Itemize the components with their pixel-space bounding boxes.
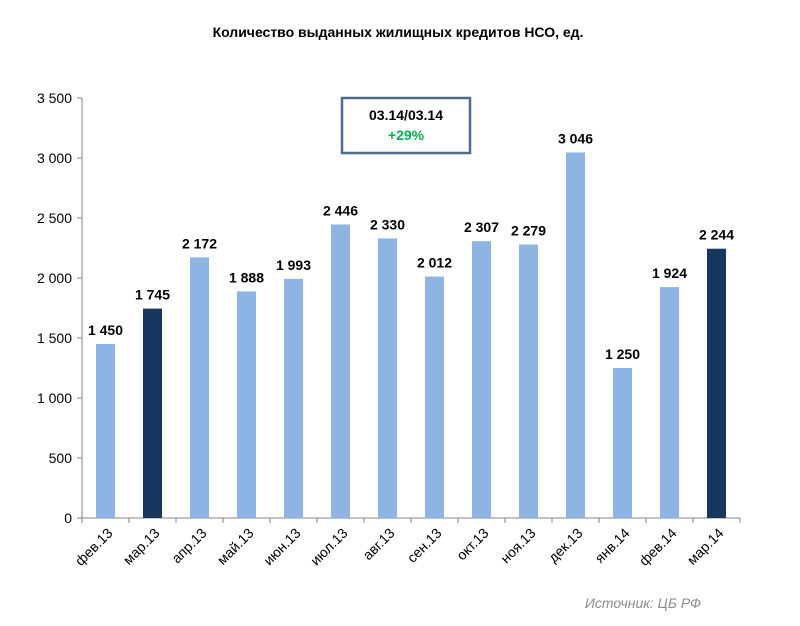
data-label: 2 244 [699,227,734,243]
y-tick-label: 2 500 [37,210,72,226]
x-tick-label: июн.13 [260,525,304,569]
data-labels: 1 450 1 745 2 172 1 888 1 993 2 446 2 330 2 012… [88,130,734,362]
y-tick-label: 3 000 [37,150,72,166]
x-tick-label: ноя.13 [497,525,539,567]
y-tick-label: 3 500 [37,90,72,106]
y-tick-label: 500 [49,450,73,466]
data-label: 2 307 [464,219,499,235]
data-label: 1 450 [88,322,123,338]
x-tick-label: авг.13 [359,525,397,563]
bar [190,257,209,518]
bar [425,276,444,518]
data-label: 1 993 [276,257,311,273]
callout-title: 03.14/03.14 [369,107,443,123]
y-tick-label: 2 000 [37,270,72,286]
callout-border [340,96,472,155]
data-label: 2 446 [323,202,358,218]
data-label: 2 012 [417,255,452,271]
callout-box: 03.14/03.14 +29% [340,96,472,155]
x-tick-label: сен.13 [404,525,445,566]
bar [143,308,162,518]
bar [613,368,632,518]
y-tick-label: 1 500 [37,330,72,346]
data-label: 1 888 [229,269,264,285]
x-tick-label: июл.13 [307,525,351,569]
chart-title: Количество выданных жилищных кредитов НС… [213,24,584,40]
y-tick-label: 0 [64,510,72,526]
bar [378,238,397,518]
bar [660,287,679,518]
data-label: 3 046 [558,130,593,146]
bar [519,244,538,518]
y-axis: 0 500 1 000 1 500 2 000 2 500 3 000 3 500 [37,90,83,526]
bar [284,278,303,518]
x-tick-label: окт.13 [453,525,492,564]
x-tick-label: мар.13 [120,525,163,568]
bar [472,241,491,518]
x-tick-label: апр.13 [168,525,210,567]
data-label: 1 745 [135,287,170,303]
data-label: 1 250 [605,346,640,362]
source-note: Источник: ЦБ РФ [585,595,701,611]
data-label: 1 924 [652,265,687,281]
data-label: 2 172 [182,235,217,251]
x-tick-label: фев.13 [72,525,116,569]
bar [96,344,115,518]
x-tick-label: янв.14 [591,525,632,566]
x-tick-label: мар.14 [684,525,727,568]
x-tick-label: май.13 [214,525,257,568]
bar [566,152,585,519]
x-axis: фев.13 мар.13 апр.13 май.13 июн.13 июл.13 авг.… [72,517,741,569]
data-label: 2 330 [370,216,405,232]
x-tick-label: фев.14 [636,525,680,569]
callout-value: +29% [388,127,425,143]
bar [237,291,256,518]
data-label: 2 279 [511,223,546,239]
bar [707,248,726,518]
y-tick-label: 1 000 [37,390,72,406]
bar [331,224,350,519]
bars [96,152,726,519]
x-tick-label: дек.13 [545,525,586,566]
